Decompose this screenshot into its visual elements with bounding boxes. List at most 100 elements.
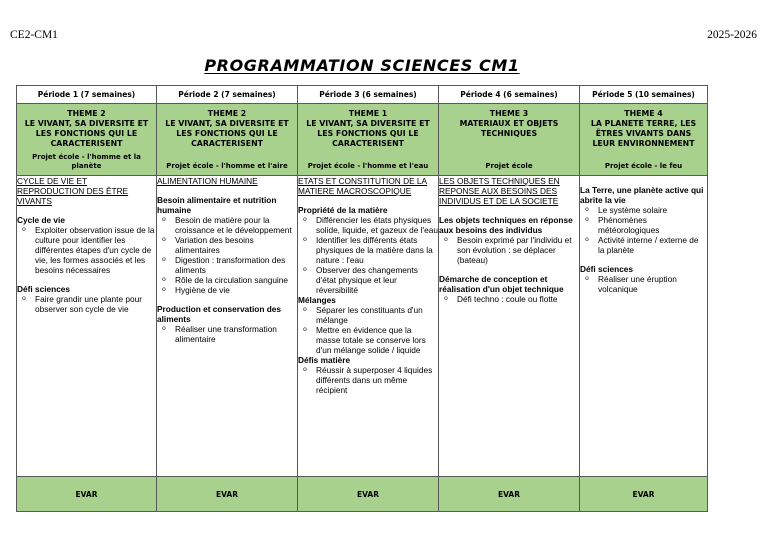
bullet-item: o Le système solaire [581, 205, 707, 215]
period-row: Période 1 (7 semaines) Période 2 (7 semai… [16, 85, 708, 104]
bullet-text: Identifier les différents états physique… [316, 235, 433, 265]
bullet-text: Faire grandir une plante pour observer s… [35, 294, 143, 314]
bullet-text: Séparer les constituants d'un mélange [316, 305, 423, 325]
period-header-cell: Période 4 (6 semaines) [438, 85, 580, 104]
section-subtitle: Production et conservation des aliments [157, 304, 282, 324]
bullet-item: o Exploiter observation issue de la cultu… [18, 225, 156, 275]
bullet-item: o Réaliser une éruption volcanique [581, 274, 707, 294]
bullet-text: Rôle de la circulation sanguine [175, 275, 289, 285]
bullet-marker-icon: o [22, 295, 26, 302]
content-cell: La Terre, une planète active qui abrite … [579, 175, 708, 477]
evar-label: EVAR [357, 489, 379, 499]
bullet-text: Réaliser une éruption volcanique [598, 274, 677, 294]
bullet-text: Le système solaire [598, 205, 668, 215]
bullet-text: Activité interne / externe de la planète [598, 235, 699, 255]
content-section: Défis matière o Réussir à superposer 4 liq… [298, 355, 438, 395]
bullet-item: o Identifier les différents états physiqu… [299, 235, 438, 265]
bullet-marker-icon: o [162, 276, 166, 283]
bullet-marker-icon: o [303, 236, 307, 243]
period-header-cell: Période 3 (6 semaines) [297, 85, 439, 104]
section-subtitle: Défis matière [298, 355, 351, 365]
bullet-item: o Hygiène de vie [158, 285, 297, 295]
content-cell: ALIMENTATION HUMAINE Besoin alimentaire e… [156, 175, 298, 477]
bullet-item: o Défi techno : coule ou flotte [440, 294, 579, 304]
theme-cell: THEME 3 MATERIAUX ET OBJETS TECHNIQUES Pro… [438, 103, 580, 176]
theme-number-label: THEME 2 [67, 109, 106, 118]
bullet-marker-icon: o [303, 306, 307, 313]
bullet-marker-icon: o [22, 226, 26, 233]
evar-cell: EVAR [156, 476, 298, 512]
bullet-text: Différencier les états physiques solide,… [316, 215, 438, 235]
bullet-marker-icon: o [303, 366, 307, 373]
theme-number-label: THEME 2 [207, 109, 247, 118]
theme-content: THEME 4 LA PLANETE TERRE, LES ÊTRES VIVAN… [581, 105, 707, 175]
period-header-cell: Période 1 (7 semaines) [16, 85, 157, 104]
section-subtitle: La Terre, une planète active qui abrite … [580, 185, 704, 205]
bullet-marker-icon: o [444, 295, 448, 302]
content-section: Besoin alimentaire et nutrition humaine o… [157, 195, 297, 295]
bullet-text: Variation des besoins alimentaires [175, 235, 254, 255]
period-header-cell: Période 5 (10 semaines) [579, 85, 708, 104]
content-section: La Terre, une planète active qui abrite … [580, 185, 707, 255]
period-label: Période 4 (6 semaines) [460, 90, 558, 99]
bullet-marker-icon: o [585, 236, 589, 243]
content-cell: LES OBJETS TECHNIQUES EN REPONSE AUX BES… [438, 175, 580, 477]
section-subtitle: Mélanges [298, 295, 336, 305]
evar-label: EVAR [75, 489, 98, 499]
theme-project-label: Projet école - le feu [604, 162, 683, 170]
theme-cell: THEME 2 LE VIVANT, SA DIVERSITE ET LES FO… [16, 103, 157, 176]
bullet-item: o Besoin de matière pour la croissance et… [158, 215, 297, 235]
bullet-item: o Digestion : transformation des aliments [158, 255, 297, 275]
content-heading: ALIMENTATION HUMAINE [157, 176, 258, 187]
bullet-item: o Variation des besoins alimentaires [158, 235, 297, 255]
bullet-text: Réaliser une transformation alimentaire [175, 324, 277, 344]
theme-project-label: Projet école - l'homme et l'aire [166, 162, 288, 170]
bullet-text: Réussir à superposer 4 liquides différen… [316, 365, 433, 395]
bullet-text: Défi techno : coule ou flotte [457, 294, 558, 304]
bullet-item: o Réaliser une transformation alimentaire [158, 324, 297, 344]
period-label: Période 2 (7 semaines) [178, 90, 276, 99]
period-label: Période 1 (7 semaines) [37, 90, 136, 99]
theme-name-label: LA PLANETE TERRE, LES ÊTRES VIVANTS DANS… [590, 119, 697, 148]
bullet-marker-icon: o [162, 256, 166, 263]
bullet-item: o Différencier les états physiques solide… [299, 215, 438, 235]
evar-row: EVAR EVAR EVAR EVAR EVAR [16, 476, 708, 512]
bullet-item: o Activité interne / externe de la planèt… [581, 235, 707, 255]
theme-number-label: THEME 4 [624, 109, 663, 118]
theme-name-label: MATERIAUX ET OBJETS TECHNIQUES [459, 119, 559, 138]
content-heading: CYCLE DE VIE ET REPRODUCTION DES ÊTRE VI… [17, 176, 129, 207]
content-section: Défi sciences o Faire grandir une plante p… [17, 284, 156, 314]
theme-content: THEME 1 LE VIVANT, SA DIVERSITE ET LES FO… [299, 105, 438, 175]
evar-label: EVAR [216, 489, 238, 499]
content-section: Démarche de conception et réalisation d'… [440, 274, 579, 304]
bullet-marker-icon: o [303, 216, 307, 223]
period-label: Période 5 (10 semaines) [592, 90, 695, 99]
bullet-text: Observer des changements d'état physique… [316, 265, 418, 295]
period-header-cell: Période 2 (7 semaines) [156, 85, 298, 104]
content-section: Cycle de vie o Exploiter observation issue… [18, 215, 156, 275]
section-subtitle: Défi sciences [17, 284, 71, 294]
evar-cell: EVAR [438, 476, 580, 512]
theme-content: THEME 3 MATERIAUX ET OBJETS TECHNIQUES Pro… [440, 105, 579, 175]
content-section: Mélanges o Séparer les constituants d'un m… [298, 295, 438, 355]
evar-cell: EVAR [297, 476, 439, 512]
evar-label: EVAR [498, 489, 520, 499]
content-section: Propriété de la matière o Différencier les… [299, 205, 438, 295]
theme-project-label: Projet école [485, 162, 533, 170]
period-label: Période 3 (6 semaines) [319, 90, 417, 99]
class-label: CE2-CM1 [10, 29, 58, 41]
theme-content: THEME 2 LE VIVANT, SA DIVERSITE ET LES FO… [158, 105, 297, 175]
evar-cell: EVAR [579, 476, 708, 512]
bullet-marker-icon: o [585, 275, 589, 282]
theme-cell: THEME 4 LA PLANETE TERRE, LES ÊTRES VIVAN… [579, 103, 708, 176]
bullet-item: o Rôle de la circulation sanguine [158, 275, 297, 285]
bullet-text: Digestion : transformation des aliments [175, 255, 286, 275]
section-subtitle: Besoin alimentaire et nutrition humaine [157, 195, 277, 215]
theme-cell: THEME 2 LE VIVANT, SA DIVERSITE ET LES FO… [156, 103, 298, 176]
theme-name-label: LE VIVANT, SA DIVERSITE ET LES FONCTIONS… [306, 119, 430, 148]
bullet-item: o Séparer les constituants d'un mélange [299, 305, 438, 325]
bullet-item: o Phénomènes météorologiques [581, 215, 707, 235]
programme-table: Période 1 (7 semaines) Période 2 (7 semai… [16, 85, 708, 512]
bullet-item: o Mettre en évidence que la masse totale … [299, 325, 438, 355]
